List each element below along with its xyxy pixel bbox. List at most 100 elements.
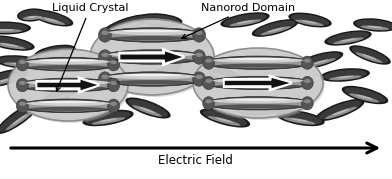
Ellipse shape	[333, 37, 364, 44]
Ellipse shape	[329, 75, 361, 80]
Ellipse shape	[103, 29, 201, 41]
Ellipse shape	[291, 118, 308, 122]
Ellipse shape	[195, 50, 325, 120]
Ellipse shape	[336, 76, 354, 78]
Ellipse shape	[31, 9, 73, 26]
Ellipse shape	[0, 35, 34, 51]
Ellipse shape	[237, 20, 254, 24]
Ellipse shape	[154, 73, 168, 80]
Ellipse shape	[349, 45, 391, 65]
Ellipse shape	[204, 76, 312, 90]
FancyArrow shape	[120, 51, 184, 63]
Ellipse shape	[19, 60, 26, 64]
Ellipse shape	[39, 82, 81, 108]
Ellipse shape	[0, 70, 25, 86]
Ellipse shape	[304, 79, 310, 83]
Ellipse shape	[212, 78, 303, 83]
Ellipse shape	[44, 18, 59, 22]
Ellipse shape	[101, 28, 203, 42]
Ellipse shape	[19, 102, 26, 106]
Ellipse shape	[98, 50, 111, 64]
Ellipse shape	[82, 110, 134, 126]
Ellipse shape	[325, 107, 357, 119]
Ellipse shape	[18, 99, 118, 113]
Ellipse shape	[138, 13, 182, 27]
Ellipse shape	[128, 99, 168, 117]
Ellipse shape	[353, 18, 392, 32]
Ellipse shape	[36, 80, 84, 110]
Ellipse shape	[98, 28, 111, 42]
Ellipse shape	[6, 111, 34, 130]
Ellipse shape	[103, 51, 201, 63]
Ellipse shape	[327, 32, 369, 44]
Ellipse shape	[110, 102, 117, 106]
Ellipse shape	[349, 93, 379, 103]
Ellipse shape	[356, 52, 383, 63]
Ellipse shape	[245, 109, 276, 113]
Ellipse shape	[111, 22, 141, 33]
Text: Electric Field: Electric Field	[158, 154, 233, 167]
Ellipse shape	[37, 46, 73, 58]
Ellipse shape	[111, 58, 193, 62]
Ellipse shape	[18, 57, 118, 71]
Ellipse shape	[104, 16, 146, 34]
Ellipse shape	[38, 59, 98, 62]
Ellipse shape	[103, 73, 201, 85]
Ellipse shape	[302, 20, 317, 24]
Ellipse shape	[207, 57, 309, 68]
Ellipse shape	[12, 115, 27, 125]
Ellipse shape	[318, 101, 361, 119]
Ellipse shape	[109, 52, 196, 57]
Ellipse shape	[207, 98, 309, 109]
Ellipse shape	[48, 52, 63, 55]
Ellipse shape	[301, 56, 313, 69]
Ellipse shape	[252, 19, 298, 37]
Ellipse shape	[306, 58, 336, 67]
Ellipse shape	[110, 81, 117, 85]
Ellipse shape	[33, 11, 71, 25]
Ellipse shape	[0, 102, 40, 134]
Ellipse shape	[109, 30, 196, 35]
Ellipse shape	[142, 65, 178, 85]
Ellipse shape	[215, 84, 301, 88]
Ellipse shape	[288, 13, 332, 27]
Ellipse shape	[22, 16, 42, 20]
Ellipse shape	[139, 64, 181, 86]
Ellipse shape	[121, 52, 183, 54]
Ellipse shape	[140, 107, 155, 113]
Ellipse shape	[0, 29, 22, 33]
Ellipse shape	[203, 76, 215, 90]
Text: Liquid Crystal: Liquid Crystal	[52, 3, 128, 91]
Ellipse shape	[196, 31, 203, 35]
Ellipse shape	[0, 42, 25, 49]
Ellipse shape	[0, 104, 37, 132]
Ellipse shape	[0, 55, 45, 69]
Ellipse shape	[10, 51, 130, 123]
Ellipse shape	[203, 56, 215, 69]
Ellipse shape	[0, 76, 21, 86]
Ellipse shape	[107, 78, 120, 92]
Ellipse shape	[320, 68, 370, 82]
Ellipse shape	[192, 50, 205, 64]
Ellipse shape	[16, 99, 29, 113]
Ellipse shape	[90, 19, 214, 95]
Ellipse shape	[205, 99, 212, 103]
Ellipse shape	[352, 47, 388, 63]
Ellipse shape	[102, 14, 149, 35]
Ellipse shape	[111, 80, 193, 84]
Ellipse shape	[125, 98, 171, 118]
Ellipse shape	[11, 63, 29, 65]
Ellipse shape	[226, 78, 290, 81]
Ellipse shape	[312, 60, 328, 64]
Ellipse shape	[21, 79, 115, 91]
Ellipse shape	[323, 70, 367, 80]
Ellipse shape	[215, 64, 301, 68]
Ellipse shape	[21, 100, 115, 112]
Ellipse shape	[132, 105, 162, 117]
Ellipse shape	[239, 102, 281, 114]
Ellipse shape	[107, 99, 120, 113]
Ellipse shape	[215, 104, 301, 108]
Ellipse shape	[254, 21, 296, 35]
Ellipse shape	[26, 59, 110, 64]
Ellipse shape	[101, 53, 109, 57]
